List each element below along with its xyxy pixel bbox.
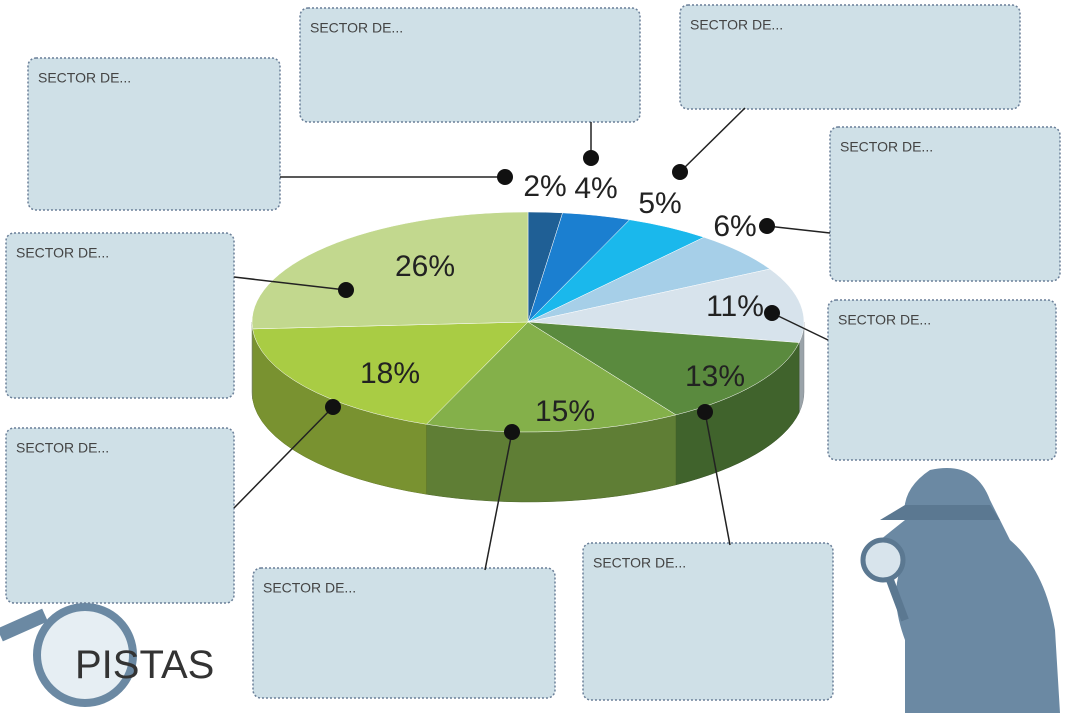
box-label: SECTOR DE... — [593, 554, 686, 570]
connector-dot — [697, 404, 713, 420]
connector-dot — [497, 169, 513, 185]
connector-dot — [759, 218, 775, 234]
sector-box — [827, 299, 1057, 461]
box-label: SECTOR DE... — [840, 138, 933, 154]
detective-silhouette — [880, 468, 1060, 713]
value-label: 2% — [523, 170, 566, 203]
slice — [252, 321, 529, 425]
connector-dot — [504, 424, 520, 440]
magnifier — [860, 537, 906, 583]
decoration — [0, 468, 1060, 713]
value-label: 5% — [638, 187, 681, 220]
value-label: 13% — [685, 360, 745, 393]
connector — [233, 276, 347, 291]
connector-dot — [764, 305, 780, 321]
value-label: 26% — [395, 250, 455, 283]
sector-box — [299, 7, 641, 123]
detective-hat — [880, 505, 1000, 520]
box-label: SECTOR DE... — [38, 69, 131, 85]
slice-side — [251, 321, 253, 399]
slice — [425, 321, 677, 433]
connector-dot — [583, 150, 599, 166]
logo-lens — [33, 603, 137, 707]
slice — [251, 211, 529, 330]
value-label: 15% — [535, 395, 595, 428]
logo-text: PISTAS — [75, 643, 214, 687]
sector-box — [5, 427, 235, 604]
box-label: SECTOR DE... — [16, 439, 109, 455]
sector-box — [5, 232, 235, 399]
connector — [233, 406, 334, 509]
box-label: SECTOR DE... — [16, 244, 109, 260]
connector — [484, 431, 513, 571]
slice — [527, 268, 805, 343]
connector-dot — [325, 399, 341, 415]
value-label: 6% — [713, 210, 756, 243]
connector — [766, 225, 831, 234]
box-label: SECTOR DE... — [310, 19, 403, 35]
slice — [527, 321, 800, 416]
box-label: SECTOR DE... — [690, 16, 783, 32]
sector-box — [27, 57, 281, 211]
box-label: SECTOR DE... — [263, 579, 356, 595]
connector — [679, 107, 746, 173]
value-label: 4% — [574, 172, 617, 205]
sector-box — [829, 126, 1061, 282]
logo-handle — [0, 608, 48, 642]
connector-dot — [672, 164, 688, 180]
sector-box — [679, 4, 1021, 110]
magnifier-handle — [886, 578, 909, 622]
sector-box — [252, 567, 556, 699]
box-label: SECTOR DE... — [838, 311, 931, 327]
connector — [704, 411, 731, 546]
connector-dot — [338, 282, 354, 298]
value-label: 18% — [360, 357, 420, 390]
sector-box — [582, 542, 834, 701]
value-label: 11% — [706, 290, 764, 323]
connector — [771, 312, 829, 341]
